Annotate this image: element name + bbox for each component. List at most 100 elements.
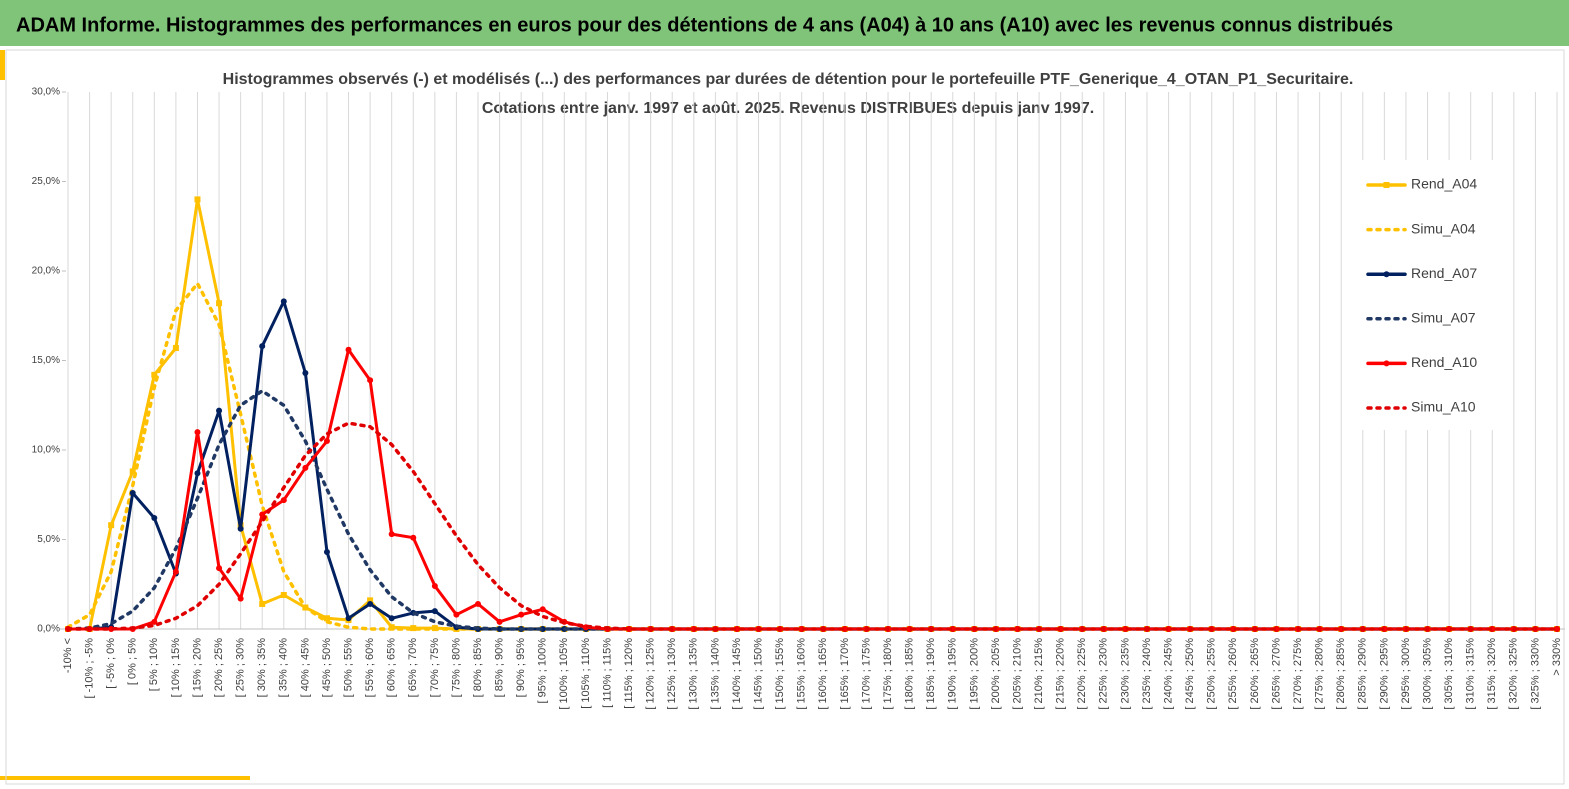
x-tick-label: [ 315% ; 320% bbox=[1486, 638, 1498, 710]
header-title: ADAM Informe. Histogrammes des performan… bbox=[16, 14, 1393, 36]
legend-marker bbox=[1383, 360, 1390, 367]
marker bbox=[453, 611, 460, 618]
x-tick-label: [ 95% ; 100% bbox=[537, 638, 549, 704]
x-tick-label: [ 100% ; 105% bbox=[558, 638, 570, 710]
y-tick-label: 5,0% bbox=[37, 534, 60, 545]
x-tick-label: [ 305% ; 310% bbox=[1443, 638, 1455, 710]
marker bbox=[518, 611, 525, 618]
marker bbox=[151, 371, 158, 378]
x-tick-label: [ 230% ; 235% bbox=[1119, 638, 1131, 710]
legend-marker bbox=[1383, 182, 1390, 188]
x-tick-label: [ 10% ; 15% bbox=[170, 638, 182, 698]
x-tick-label: [ 115% ; 120% bbox=[623, 638, 635, 709]
marker bbox=[431, 608, 438, 615]
x-tick-label: [ -10% ; -5% bbox=[83, 638, 95, 699]
marker bbox=[539, 606, 546, 613]
marker bbox=[259, 343, 266, 350]
marker bbox=[410, 534, 417, 541]
legend-box bbox=[1355, 160, 1510, 430]
marker bbox=[108, 522, 115, 529]
x-tick-label: [ 200% ; 205% bbox=[990, 638, 1002, 710]
marker bbox=[323, 549, 330, 556]
marker bbox=[151, 618, 158, 625]
x-tick-label: [ 265% ; 270% bbox=[1270, 638, 1282, 710]
x-tick-label: [ 170% ; 175% bbox=[860, 638, 872, 710]
marker bbox=[259, 511, 266, 518]
marker bbox=[302, 370, 309, 377]
y-tick-label: 30,0% bbox=[32, 87, 60, 98]
x-tick-label: [ 165% ; 170% bbox=[839, 638, 851, 710]
x-tick-label: [ -5% ; 0% bbox=[105, 638, 117, 689]
x-tick-label: [ 270% ; 275% bbox=[1292, 638, 1304, 710]
x-tick-label: [ 25% ; 30% bbox=[235, 638, 247, 698]
x-tick-label: [ 275% ; 280% bbox=[1314, 638, 1326, 710]
marker bbox=[323, 615, 330, 622]
x-tick-label: [ 185% ; 190% bbox=[925, 638, 937, 710]
marker bbox=[367, 377, 374, 384]
x-tick-label: [ 190% ; 195% bbox=[947, 638, 959, 710]
x-tick-label: [ 280% ; 285% bbox=[1335, 638, 1347, 710]
x-tick-label: [ 45% ; 50% bbox=[321, 638, 333, 698]
x-tick-label: [ 5% ; 10% bbox=[148, 638, 160, 691]
series-line bbox=[66, 389, 1559, 631]
marker bbox=[388, 624, 395, 631]
marker bbox=[733, 626, 740, 632]
x-tick-label: [ 220% ; 225% bbox=[1076, 638, 1088, 710]
marker bbox=[259, 600, 266, 607]
x-tick-label: [ 105% ; 110% bbox=[580, 638, 592, 709]
x-tick-label: [ 80% ; 85% bbox=[472, 638, 484, 698]
series-line bbox=[66, 421, 1559, 631]
marker bbox=[475, 600, 482, 607]
marker bbox=[496, 618, 503, 625]
legend-label: Simu_A10 bbox=[1411, 399, 1476, 415]
y-tick-label: 10,0% bbox=[32, 445, 60, 456]
x-tick-label: [ 0% ; 5% bbox=[127, 638, 139, 685]
marker bbox=[216, 565, 223, 572]
marker bbox=[151, 515, 158, 522]
x-tick-label: [ 65% ; 70% bbox=[407, 638, 419, 698]
x-tick-label: [ 255% ; 260% bbox=[1227, 638, 1239, 710]
marker bbox=[129, 489, 136, 496]
chart-subtitle: Cotations entre janv. 1997 et août. 2025… bbox=[482, 100, 1094, 117]
x-tick-label: [ 150% ; 155% bbox=[774, 638, 786, 710]
chart-title: Histogrammes observés (-) et modélisés (… bbox=[223, 71, 1354, 88]
legend-label: Simu_A04 bbox=[1411, 220, 1476, 236]
marker bbox=[237, 595, 244, 602]
x-tick-label: [ 140% ; 145% bbox=[731, 638, 743, 710]
legend-marker bbox=[1383, 271, 1390, 278]
y-tick-label: 25,0% bbox=[32, 176, 60, 187]
x-tick-label: [ 60% ; 65% bbox=[386, 638, 398, 698]
marker bbox=[216, 407, 223, 414]
x-tick-label: [ 260% ; 265% bbox=[1249, 638, 1261, 710]
marker bbox=[323, 438, 330, 445]
x-tick-label: [ 15% ; 20% bbox=[191, 638, 203, 698]
legend-label: Rend_A10 bbox=[1411, 354, 1477, 370]
legend-label: Simu_A07 bbox=[1411, 310, 1476, 326]
marker bbox=[345, 615, 352, 622]
x-tick-label: [ 30% ; 35% bbox=[256, 638, 268, 698]
x-tick-label: [ 110% ; 115% bbox=[601, 638, 613, 708]
x-tick-label: [ 300% ; 305% bbox=[1421, 638, 1433, 710]
x-tick-label: [ 210% ; 215% bbox=[1033, 638, 1045, 710]
marker bbox=[194, 470, 201, 477]
x-tick-label: [ 85% ; 90% bbox=[494, 638, 506, 698]
x-tick-label: [ 120% ; 125% bbox=[645, 638, 657, 710]
x-tick-label: [ 240% ; 245% bbox=[1162, 638, 1174, 710]
legend-label: Rend_A07 bbox=[1411, 265, 1477, 281]
x-tick-label: [ 130% ; 135% bbox=[688, 638, 700, 710]
x-tick-label: [ 325% ; 330% bbox=[1529, 638, 1541, 710]
x-tick-label: [ 155% ; 160% bbox=[796, 638, 808, 710]
x-tick-label: [ 215% ; 220% bbox=[1055, 638, 1067, 710]
x-tick-label: [ 250% ; 255% bbox=[1206, 638, 1218, 710]
x-tick-label: [ 195% ; 200% bbox=[968, 638, 980, 710]
marker bbox=[367, 597, 374, 604]
x-tick-label: [ 290% ; 295% bbox=[1378, 638, 1390, 710]
x-tick-label: [ 175% ; 180% bbox=[882, 638, 894, 710]
x-tick-label: [ 35% ; 40% bbox=[278, 638, 290, 698]
marker bbox=[129, 468, 136, 475]
x-tick-label: [ 310% ; 315% bbox=[1465, 638, 1477, 710]
x-tick-label: [ 135% ; 140% bbox=[709, 638, 721, 710]
x-tick-label: [ 180% ; 185% bbox=[904, 638, 916, 710]
marker bbox=[280, 591, 287, 598]
